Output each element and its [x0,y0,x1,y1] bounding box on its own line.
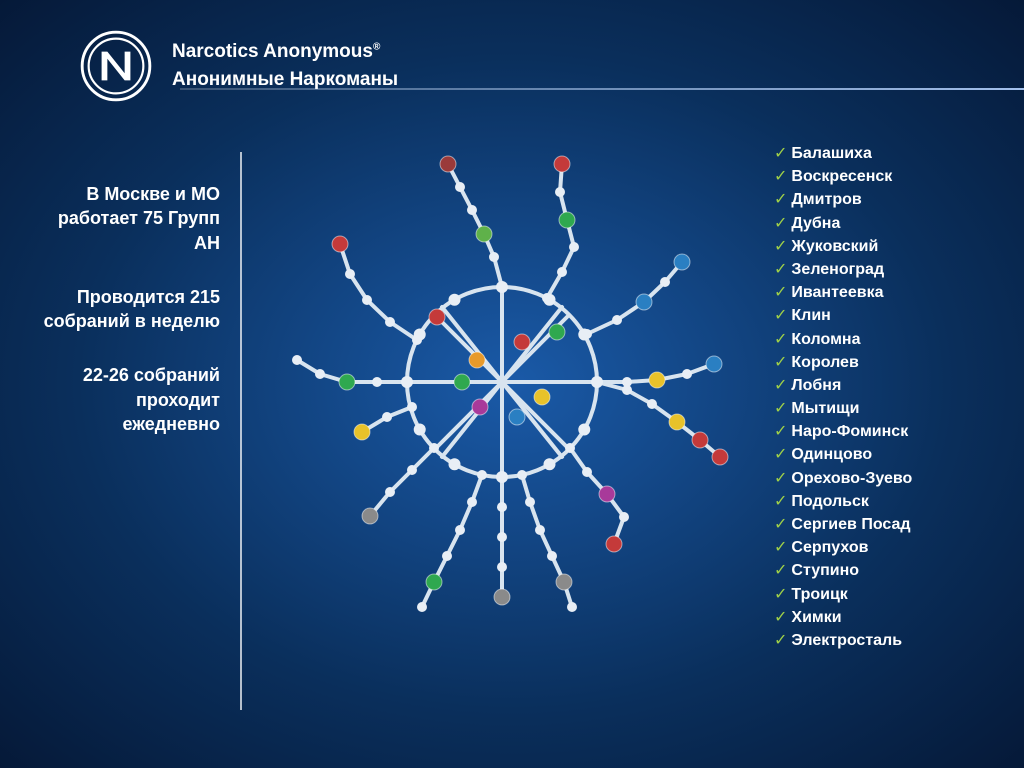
check-icon: ✓ [774,331,787,348]
check-icon: ✓ [774,191,787,208]
city-name: Мытищи [791,400,859,417]
city-name: Подольск [791,493,869,510]
city-name: Ивантеевка [791,284,883,301]
city-item: ✓Дубна [774,212,994,235]
metro-map-diagram [262,142,742,622]
city-name: Балашиха [791,145,871,162]
city-item: ✓Королев [774,351,994,374]
city-name: Троицк [791,586,847,603]
city-name: Ступино [791,562,859,579]
city-name: Сергиев Посад [791,516,910,533]
city-item: ✓Орехово-Зуево [774,467,994,490]
stat-block-2: Проводится 215 собраний в неделю [40,285,220,334]
city-name: Коломна [791,331,860,348]
left-column: В Москве и МО работает 75 Групп АН Прово… [40,132,240,750]
check-icon: ✓ [774,354,787,371]
right-column: ✓Балашиха✓Воскресенск✓Дмитров✓Дубна✓Жуко… [774,132,994,750]
check-icon: ✓ [774,145,787,162]
city-item: ✓Воскресенск [774,165,994,188]
city-list: ✓Балашиха✓Воскресенск✓Дмитров✓Дубна✓Жуко… [774,142,994,652]
city-name: Воскресенск [791,168,892,185]
city-item: ✓Балашиха [774,142,994,165]
city-item: ✓Ступино [774,559,994,582]
city-item: ✓Электросталь [774,629,994,652]
city-item: ✓Химки [774,606,994,629]
title-en-text: Narcotics Anonymous [172,41,373,62]
check-icon: ✓ [774,168,787,185]
city-name: Одинцово [791,446,872,463]
city-item: ✓Коломна [774,328,994,351]
check-icon: ✓ [774,539,787,556]
check-icon: ✓ [774,261,787,278]
check-icon: ✓ [774,377,787,394]
header: Narcotics Anonymous® Анонимные Наркоманы [0,0,1024,112]
check-icon: ✓ [774,470,787,487]
stat-block-3: 22-26 собраний проходит ежедневно [40,363,220,436]
city-name: Наро-Фоминск [791,423,908,440]
city-name: Электросталь [791,632,902,649]
center-column [242,132,774,750]
check-icon: ✓ [774,516,787,533]
content: В Москве и МО работает 75 Групп АН Прово… [0,112,1024,750]
city-item: ✓Ивантеевка [774,281,994,304]
check-icon: ✓ [774,423,787,440]
city-item: ✓Одинцово [774,443,994,466]
city-item: ✓Наро-Фоминск [774,420,994,443]
city-item: ✓Лобня [774,374,994,397]
city-name: Жуковский [791,238,878,255]
city-name: Орехово-Зуево [791,470,912,487]
header-text: Narcotics Anonymous® Анонимные Наркоманы [172,41,398,91]
city-item: ✓Жуковский [774,235,994,258]
check-icon: ✓ [774,215,787,232]
city-name: Лобня [791,377,841,394]
city-name: Серпухов [791,539,868,556]
city-name: Дмитров [791,191,861,208]
city-item: ✓Подольск [774,490,994,513]
city-item: ✓Мытищи [774,397,994,420]
check-icon: ✓ [774,446,787,463]
check-icon: ✓ [774,238,787,255]
city-item: ✓Клин [774,304,994,327]
city-item: ✓Зеленоград [774,258,994,281]
na-logo [80,30,152,102]
city-item: ✓Сергиев Посад [774,513,994,536]
check-icon: ✓ [774,284,787,301]
registered-mark: ® [373,42,380,53]
check-icon: ✓ [774,632,787,649]
check-icon: ✓ [774,400,787,417]
city-name: Дубна [791,215,840,232]
city-item: ✓Троицк [774,583,994,606]
city-name: Клин [791,307,830,324]
header-divider-line [180,88,1024,90]
check-icon: ✓ [774,586,787,603]
city-item: ✓Дмитров [774,188,994,211]
city-name: Химки [791,609,841,626]
check-icon: ✓ [774,307,787,324]
city-name: Королев [791,354,858,371]
city-name: Зеленоград [791,261,884,278]
check-icon: ✓ [774,562,787,579]
stat-block-1: В Москве и МО работает 75 Групп АН [40,182,220,255]
check-icon: ✓ [774,493,787,510]
check-icon: ✓ [774,609,787,626]
title-en: Narcotics Anonymous® [172,41,398,63]
city-item: ✓Серпухов [774,536,994,559]
